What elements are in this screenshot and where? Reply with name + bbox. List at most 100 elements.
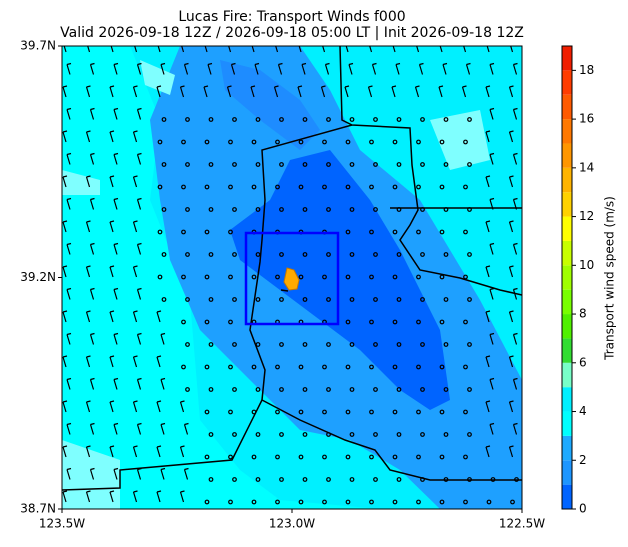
calm-marker: [326, 207, 331, 212]
calm-marker: [322, 274, 327, 280]
calm-marker: [255, 432, 261, 437]
barb: [250, 85, 256, 98]
barb: [62, 85, 68, 98]
calm-marker: [326, 432, 331, 437]
colorbar-segment: [562, 362, 572, 388]
calm-marker: [514, 477, 519, 482]
calm-marker: [420, 432, 425, 437]
barb: [489, 152, 495, 165]
barb: [485, 355, 491, 368]
calm-marker: [463, 274, 468, 280]
barb: [160, 62, 166, 75]
calm-marker: [345, 319, 351, 325]
calm-marker: [443, 477, 449, 482]
colorbar-segment: [562, 435, 572, 461]
calm-marker: [373, 252, 378, 257]
calm-marker: [373, 477, 378, 482]
barb: [183, 422, 189, 435]
calm-marker: [443, 207, 449, 212]
calm-marker: [420, 117, 425, 122]
barb: [89, 332, 95, 345]
y-tick-label: 38.7N: [20, 502, 56, 516]
colorbar-tick-label: 6: [579, 355, 587, 369]
calm-marker: [326, 162, 331, 167]
calm-marker: [228, 499, 233, 505]
subtitle: Valid 2026-09-18 12Z / 2026-09-18 05:00 …: [60, 25, 524, 41]
barb: [230, 62, 236, 75]
calm-marker: [204, 499, 210, 505]
calm-marker: [443, 117, 449, 122]
barb: [512, 107, 518, 120]
barb: [89, 287, 95, 300]
barb: [85, 490, 91, 503]
barb: [66, 62, 72, 75]
barb: [183, 62, 189, 75]
barb: [132, 265, 138, 278]
barb: [179, 85, 185, 98]
barb: [277, 62, 283, 75]
calm-marker: [396, 252, 402, 257]
barb: [66, 107, 72, 120]
colorbar-segment: [562, 143, 572, 168]
title: Lucas Fire: Transport Winds f000: [178, 9, 405, 25]
barb: [228, 46, 232, 53]
calm-marker: [279, 432, 284, 437]
barb: [485, 310, 491, 323]
barb: [183, 467, 189, 480]
calm-marker: [302, 252, 308, 257]
barb: [113, 197, 119, 210]
barb: [489, 62, 495, 75]
colorbar-segment: [562, 289, 572, 315]
barb: [179, 445, 185, 458]
colorbar-tick-label: 0: [579, 502, 587, 516]
calm-marker: [157, 184, 163, 190]
calm-marker: [439, 229, 445, 235]
calm-marker: [349, 387, 355, 392]
barb: [136, 377, 142, 390]
barb: [132, 400, 138, 413]
colorbar-segment: [562, 46, 572, 71]
calm-marker: [275, 274, 280, 280]
barb: [89, 377, 95, 390]
barb: [89, 152, 95, 165]
colorbar-segment: [562, 265, 572, 290]
calm-marker: [185, 207, 190, 212]
calm-marker: [345, 139, 351, 145]
calm-marker: [255, 252, 261, 257]
calm-marker: [255, 297, 261, 302]
colorbar-segment: [562, 338, 572, 363]
barb: [109, 445, 115, 458]
calm-marker: [228, 364, 233, 370]
barb: [62, 310, 68, 323]
calm-marker: [302, 117, 308, 122]
barb: [62, 355, 68, 368]
calm-marker: [369, 319, 374, 325]
barb: [85, 220, 91, 233]
barb: [465, 62, 471, 75]
colorbar-tick-label: 10: [579, 258, 594, 272]
colorbar-tick-label: 8: [579, 307, 587, 321]
calm-marker: [275, 454, 280, 460]
calm-marker: [181, 274, 186, 280]
calm-marker: [204, 229, 210, 235]
calm-marker: [255, 162, 261, 167]
colorbar-segment: [562, 460, 572, 485]
barb: [508, 220, 514, 233]
calm-marker: [279, 117, 284, 122]
barb: [463, 46, 467, 53]
barb: [156, 310, 162, 323]
calm-marker: [275, 409, 280, 415]
calm-marker: [251, 139, 257, 145]
barb: [85, 310, 91, 323]
calm-marker: [463, 409, 468, 415]
calm-marker: [369, 139, 374, 145]
calm-marker: [416, 319, 421, 325]
colorbar-segment: [562, 70, 572, 95]
calm-marker: [279, 162, 284, 167]
calm-marker: [467, 162, 472, 167]
calm-marker: [322, 454, 327, 460]
calm-marker: [181, 184, 186, 190]
barb: [113, 422, 119, 435]
calm-marker: [302, 207, 308, 212]
calm-marker: [302, 297, 308, 302]
